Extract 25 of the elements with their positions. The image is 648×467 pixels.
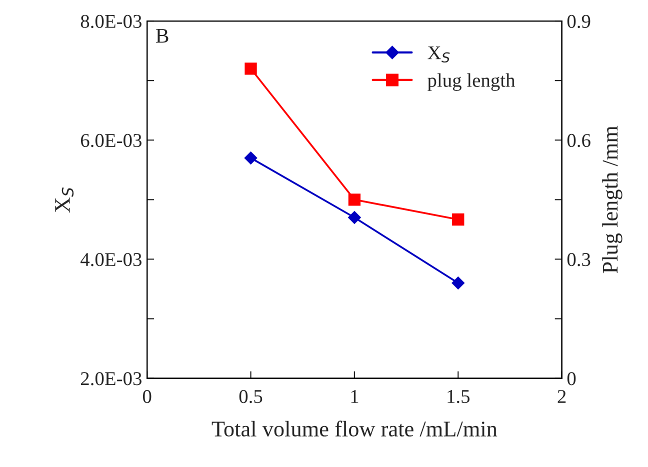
annotation: B bbox=[156, 28, 168, 43]
y-tick-label: 8.0E-03 bbox=[80, 14, 142, 28]
legend-label: plug length bbox=[428, 73, 516, 91]
y-tick-label: 6.0E-03 bbox=[80, 134, 142, 148]
y2-tick-label: 0.6 bbox=[567, 134, 590, 148]
legend-label: X$_{S}$ bbox=[428, 46, 450, 63]
y2-axis-title: Plug length /mm bbox=[602, 126, 622, 274]
y2-tick-label: 0 bbox=[567, 372, 576, 386]
point bbox=[452, 276, 465, 290]
y-tick-label: 2.0E-03 bbox=[80, 372, 142, 386]
y2-tick-label: 0.9 bbox=[567, 14, 590, 28]
point bbox=[452, 213, 464, 226]
point bbox=[348, 194, 361, 206]
y-axis-title: X$_{S}$ bbox=[55, 187, 74, 213]
x-tick-label: 1 bbox=[351, 390, 358, 403]
y-tick-label: 4.0E-03 bbox=[80, 253, 142, 266]
point bbox=[244, 62, 257, 75]
x-axis-title: Total volume flow rate /mL/min bbox=[212, 420, 498, 437]
point bbox=[244, 152, 258, 164]
x-tick-label: 2 bbox=[558, 390, 566, 403]
x-tick-label: 0 bbox=[142, 390, 152, 404]
y2-tick-label: 0.3 bbox=[567, 253, 590, 266]
x-tick-label: 0.5 bbox=[239, 390, 262, 404]
x-tick-label: 1.5 bbox=[448, 390, 470, 404]
point bbox=[348, 211, 361, 224]
